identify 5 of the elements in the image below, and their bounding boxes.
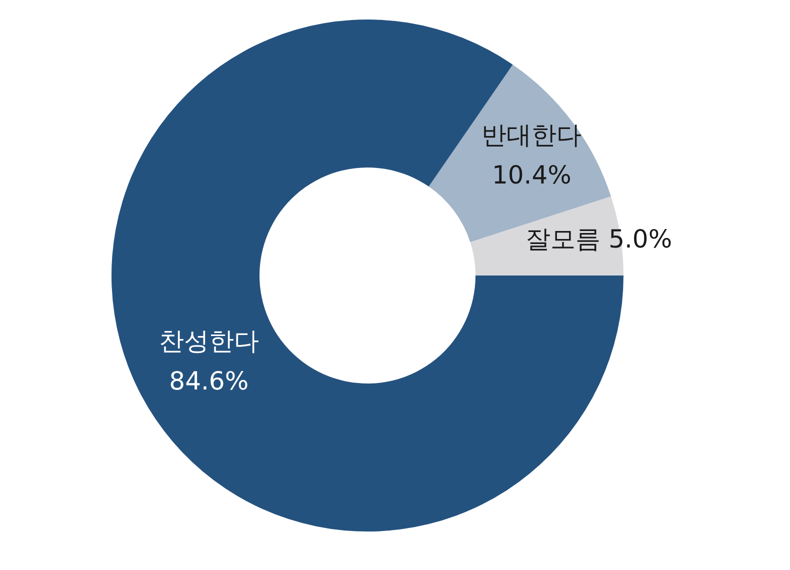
data-label: 84.6% [169, 366, 249, 396]
slice-label: 반대한다 [482, 120, 582, 150]
data-label: 10.4% [492, 160, 572, 190]
slice-label: 잘모름 5.0% [526, 224, 672, 254]
slice-label: 찬성한다 [158, 326, 259, 356]
